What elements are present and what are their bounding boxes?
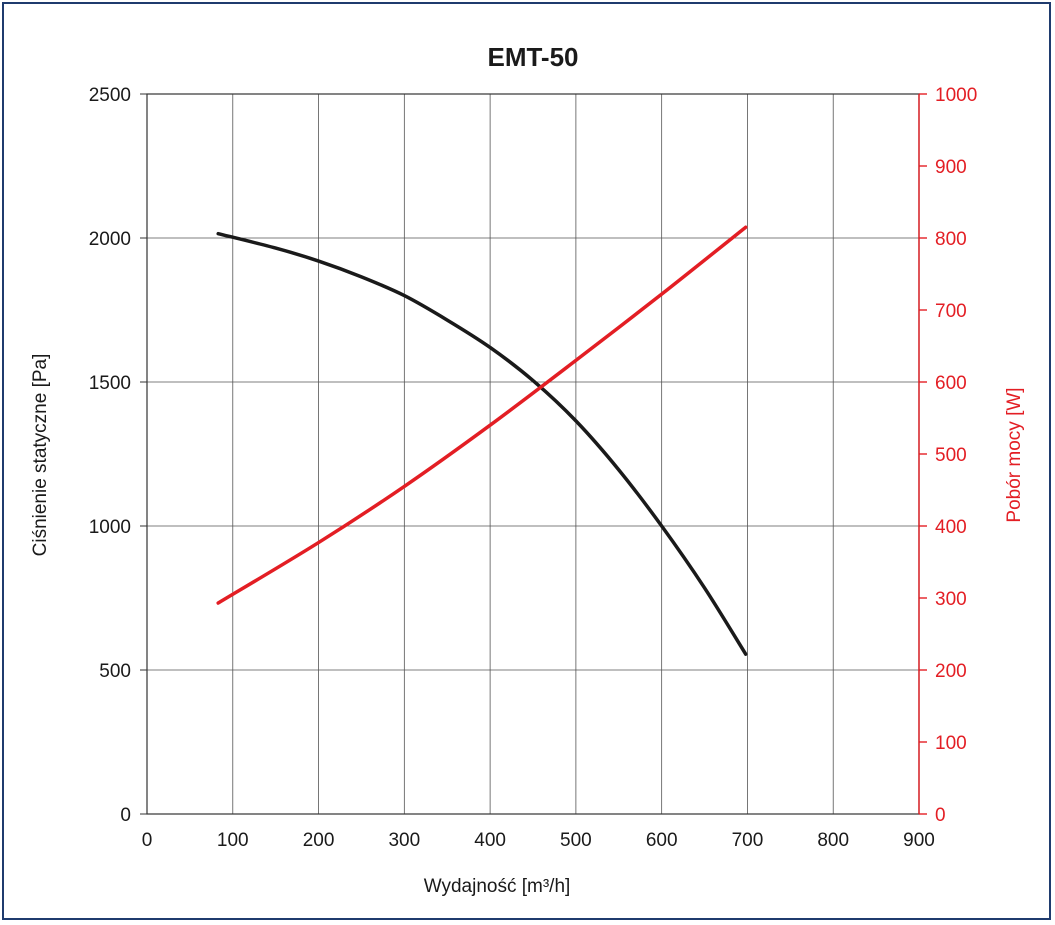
y2-tick-label: 700 [935, 301, 967, 322]
y2-tick-label: 800 [935, 229, 967, 250]
y2-tick-label: 100 [935, 733, 967, 754]
x-tick-label: 900 [903, 830, 935, 851]
x-tick-label: 400 [474, 830, 506, 851]
plot-border [146, 93, 920, 815]
y2-tick-label: 1000 [935, 85, 977, 106]
x-tick-label: 100 [217, 830, 249, 851]
y-axis-label: Ciśnienie statyczne [Pa] [30, 354, 51, 557]
y-axis-left: 0 500 1000 1500 2000 2500 [89, 85, 147, 826]
y2-tick-label: 0 [935, 805, 946, 826]
x-tick-label: 300 [388, 830, 420, 851]
chart-title: EMT-50 [487, 42, 578, 72]
x-tick-label: 0 [142, 830, 153, 851]
x-axis-label: Wydajność [m³/h] [424, 876, 571, 897]
y-tick-label: 0 [120, 805, 131, 826]
y-tick-label: 2000 [89, 229, 131, 250]
grid [147, 94, 919, 814]
y-axis-right: 0 100 200 300 400 500 600 700 800 900 1000 [918, 85, 977, 826]
x-axis: 0 100 200 300 400 500 600 700 800 900 [142, 830, 935, 851]
y2-axis-label: Pobór mocy [W] [1004, 387, 1025, 522]
y2-tick-label: 500 [935, 445, 967, 466]
y-tick-label: 1000 [89, 517, 131, 538]
power-curve [216, 225, 748, 605]
y2-tick-label: 900 [935, 157, 967, 178]
y-tick-label: 1500 [89, 373, 131, 394]
y2-tick-label: 600 [935, 373, 967, 394]
series-layer [216, 225, 748, 656]
pressure-curve [216, 231, 748, 656]
y2-tick-label: 400 [935, 517, 967, 538]
x-tick-label: 700 [732, 830, 764, 851]
y2-tick-label: 300 [935, 589, 967, 610]
y-tick-label: 2500 [89, 85, 131, 106]
x-tick-label: 600 [646, 830, 678, 851]
y-tick-label: 500 [99, 661, 131, 682]
x-tick-label: 200 [303, 830, 335, 851]
x-tick-label: 500 [560, 830, 592, 851]
x-tick-label: 800 [817, 830, 849, 851]
y2-tick-label: 200 [935, 661, 967, 682]
